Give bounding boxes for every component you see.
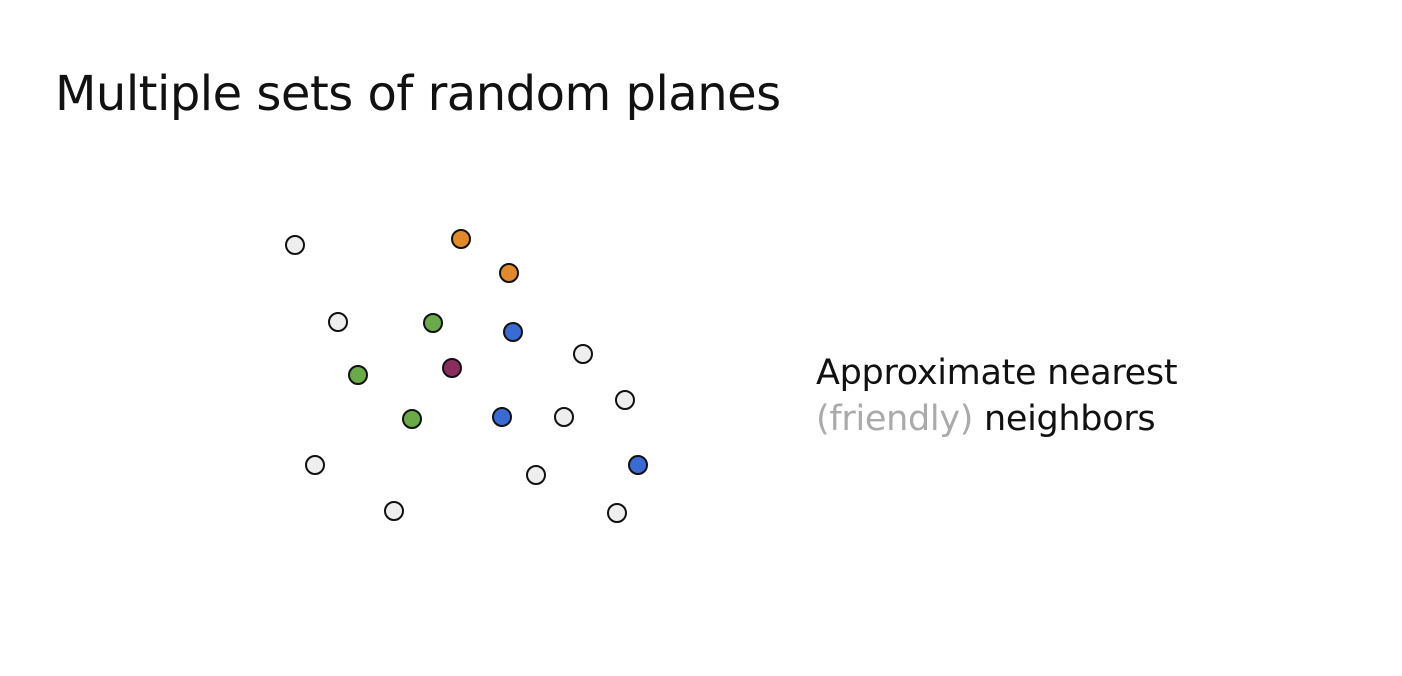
point-neutral <box>305 455 325 475</box>
point-neutral <box>554 407 574 427</box>
point-blue <box>492 407 512 427</box>
point-neutral <box>573 344 593 364</box>
caption-line-2: (friendly) neighbors <box>816 396 1177 442</box>
caption: Approximate nearest (friendly) neighbors <box>816 350 1178 442</box>
point-neutral <box>328 312 348 332</box>
point-orange <box>451 229 471 249</box>
point-neutral <box>607 503 627 523</box>
point-neutral <box>615 390 635 410</box>
point-neutral <box>526 465 546 485</box>
caption-muted-word: (friendly) <box>816 399 974 439</box>
point-blue <box>503 322 523 342</box>
point-green <box>423 313 443 333</box>
caption-neighbors-word: neighbors <box>983 399 1156 439</box>
caption-line-1: Approximate nearest <box>816 353 1178 393</box>
point-blue <box>628 455 648 475</box>
point-orange <box>499 263 519 283</box>
point-green <box>348 365 368 385</box>
point-query <box>442 358 462 378</box>
point-neutral <box>384 501 404 521</box>
point-neutral <box>285 235 305 255</box>
slide-title: Multiple sets of random planes <box>55 66 781 122</box>
point-green <box>402 409 422 429</box>
